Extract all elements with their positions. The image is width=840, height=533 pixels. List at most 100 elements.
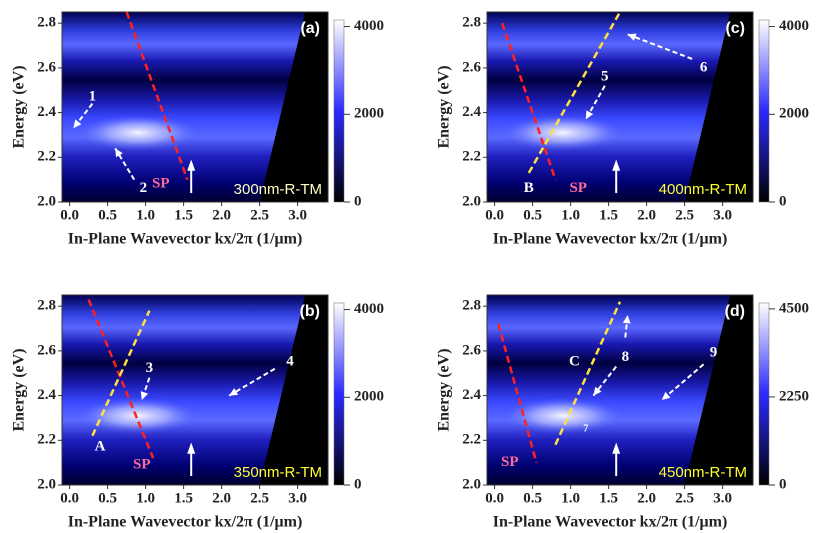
arrow-head: [187, 159, 196, 171]
x-axis-label: In-Plane Wavevector kx/2π (1/μm): [68, 514, 303, 531]
panel-label: (c): [725, 20, 745, 37]
colorbar: [758, 19, 770, 203]
colorbar-tick-label: 0: [779, 193, 787, 209]
x-tick-label: 3.0: [713, 490, 732, 506]
annotation: A: [95, 438, 106, 454]
annotation: 6: [700, 59, 708, 75]
dark-region: [259, 295, 328, 485]
y-tick-label: 2.8: [462, 15, 481, 31]
x-axis-label: In-Plane Wavevector kx/2π (1/μm): [493, 231, 728, 248]
y-axis-label: Energy (eV): [436, 348, 453, 431]
annotation: 9: [710, 345, 718, 361]
colorbar-tick-label: 0: [779, 476, 787, 492]
panel: 5 6 B SP (c) 400nm-R-TM 0.0 0.5 1.0 1.5 2.0 2.5 3.0 2…: [436, 11, 809, 248]
y-tick-label: 2.6: [462, 59, 481, 75]
panel: C 8 9 SP 7 (d) 450nm-R-TM 0.0 0.5 1.0 1.5 2.0 2.5 3.0…: [436, 294, 809, 531]
x-tick-label: 0.0: [485, 207, 504, 223]
colorbar-tick-label: 4000: [779, 18, 809, 34]
x-tick-label: 0.5: [523, 207, 542, 223]
x-tick-label: 3.0: [713, 207, 732, 223]
colorbar-tick-label: 2000: [779, 106, 809, 122]
x-tick-label: 2.5: [250, 490, 269, 506]
annotation: 8: [622, 349, 630, 365]
annotation: SP: [133, 456, 151, 472]
dark-region: [684, 12, 753, 202]
x-tick-label: 3.0: [288, 207, 307, 223]
sample-label: 450nm-R-TM: [659, 464, 747, 481]
annotation-arrow: [592, 365, 617, 397]
arrow-head: [612, 159, 621, 171]
panel-label: (b): [300, 303, 320, 320]
x-axis-label: In-Plane Wavevector kx/2π (1/μm): [493, 514, 728, 531]
plot-frame: [61, 294, 329, 486]
arrow-head: [187, 442, 196, 454]
y-axis-label: Energy (eV): [436, 65, 453, 148]
x-tick-label: 1.5: [174, 490, 193, 506]
guide-line: [87, 298, 155, 459]
annotation: 7: [583, 423, 588, 434]
annotation: 1: [89, 88, 97, 104]
arrow-head: [661, 391, 671, 401]
x-tick-label: 0.5: [98, 490, 117, 506]
annotation: 5: [601, 68, 609, 84]
sample-label: 350nm-R-TM: [234, 464, 322, 481]
x-tick-label: 0.0: [60, 207, 79, 223]
arrow-head: [612, 442, 621, 454]
x-tick-label: 2.5: [675, 490, 694, 506]
annotation-arrow: [661, 363, 705, 401]
x-tick-label: 0.5: [523, 490, 542, 506]
x-tick-label: 0.0: [60, 490, 79, 506]
guide-line: [527, 11, 622, 174]
guide-line: [554, 301, 622, 446]
x-tick-label: 2.0: [637, 490, 656, 506]
x-tick-label: 2.5: [675, 207, 694, 223]
y-tick-label: 2.8: [462, 298, 481, 314]
guide-line: [501, 22, 557, 181]
x-tick-label: 2.0: [212, 490, 231, 506]
colorbar: [758, 302, 770, 486]
colorbar-tick-label: 4500: [779, 300, 809, 316]
colorbar-tick-label: 0: [354, 476, 362, 492]
annotation-arrow: [114, 147, 136, 181]
y-tick-label: 2.4: [37, 104, 56, 120]
y-tick-label: 2.6: [37, 342, 56, 358]
colorbar: [333, 302, 345, 486]
arrow-head: [229, 388, 239, 396]
colorbar-tick-label: 2000: [354, 389, 384, 405]
panel-label: (a): [300, 20, 320, 37]
y-axis-label: Energy (eV): [11, 348, 28, 431]
colorbar-tick-label: 0: [354, 193, 362, 209]
bright-spot: [503, 397, 623, 434]
y-tick-label: 2.0: [37, 476, 56, 492]
annotation-arrow: [627, 33, 693, 60]
x-tick-label: 1.0: [561, 490, 580, 506]
y-tick-label: 2.6: [37, 59, 56, 75]
x-tick-label: 1.0: [136, 490, 155, 506]
x-tick-label: 3.0: [288, 490, 307, 506]
colorbar-tick-label: 2250: [779, 388, 809, 404]
annotation-arrow: [228, 367, 276, 397]
y-tick-label: 2.8: [37, 15, 56, 31]
panel: 1 2 SP (a) 300nm-R-TM 0.0 0.5 1.0 1.5 2.0 2.5 3.0 2.…: [11, 11, 384, 248]
annotation: SP: [569, 180, 587, 196]
x-tick-label: 1.5: [599, 490, 618, 506]
arrow-head: [140, 391, 149, 401]
annotation: 3: [146, 360, 154, 376]
x-tick-label: 0.5: [98, 207, 117, 223]
y-tick-label: 2.0: [462, 476, 481, 492]
panel: 3 4 A SP (b) 350nm-R-TM 0.0 0.5 1.0 1.5 2.0 2.5 3.0 2…: [11, 294, 384, 531]
annotation: C: [569, 353, 580, 369]
plot-frame: [486, 11, 754, 203]
guide-line: [125, 11, 189, 181]
panel-label: (d): [725, 303, 745, 320]
plot-frame: [486, 294, 754, 486]
y-tick-label: 2.8: [37, 298, 56, 314]
y-tick-label: 2.0: [37, 193, 56, 209]
x-tick-label: 1.5: [174, 207, 193, 223]
x-tick-label: 1.5: [599, 207, 618, 223]
x-axis-label: In-Plane Wavevector kx/2π (1/μm): [68, 231, 303, 248]
y-axis-label: Energy (eV): [11, 65, 28, 148]
x-tick-label: 2.5: [250, 207, 269, 223]
y-tick-label: 2.2: [37, 432, 56, 448]
colorbar: [333, 19, 345, 203]
